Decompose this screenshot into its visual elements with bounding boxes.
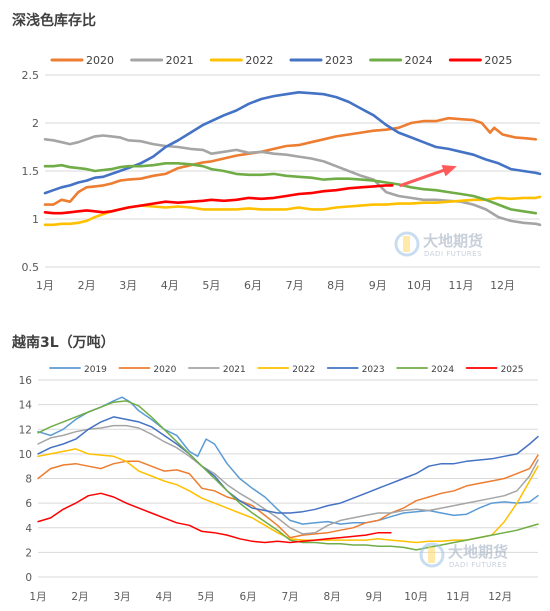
series-line-2024	[43, 162, 538, 215]
x-tick-label: 3月	[119, 279, 137, 292]
logo-ring-icon	[394, 231, 420, 257]
x-tick-label: 4月	[155, 591, 172, 603]
legend-label: 2022	[245, 54, 273, 67]
legend-label: 2024	[405, 54, 433, 67]
watermark-en: DADI FUTURES	[424, 250, 482, 258]
x-tick-label: 3月	[113, 591, 130, 603]
legend-label: 2023	[325, 54, 353, 67]
y-tick-label: 4	[25, 523, 32, 535]
legend-label: 2019	[84, 365, 107, 375]
x-tick-label: 11月	[446, 591, 470, 603]
y-tick-label: 2.5	[22, 69, 40, 82]
y-tick-label: 0	[25, 572, 32, 584]
series-line-2020	[37, 454, 539, 539]
x-tick-label: 8月	[324, 591, 341, 603]
x-tick-label: 8月	[327, 279, 345, 292]
legend-label: 2021	[166, 54, 194, 67]
x-tick-label: 10月	[407, 279, 432, 292]
y-tick-label: 1.5	[22, 165, 40, 178]
series-line-2025	[37, 492, 392, 544]
series-line-2020	[43, 116, 538, 206]
watermark-cn: 大地期货	[448, 543, 508, 561]
legend-label: 2025	[484, 54, 512, 67]
annotation-arrow-icon	[399, 165, 457, 187]
series-line-2023	[43, 91, 542, 195]
y-tick-label: 0.5	[22, 261, 40, 274]
chart-inventory-ratio-plot: 0.5 1 1.5 2 2.5 1月 2月 3月 4月 5月 6月 7月 8月 9月 10月 11月 12月 20…	[22, 54, 542, 292]
legend-label: 2025	[501, 365, 524, 375]
x-tick-label: 12月	[488, 591, 512, 603]
series-line-2023	[37, 416, 539, 514]
x-tick-label: 2月	[78, 279, 96, 292]
legend-label: 2023	[362, 365, 385, 375]
watermark-cn: 大地期货	[423, 232, 483, 250]
series-line-2021	[37, 424, 539, 535]
x-tick-label: 10月	[404, 591, 428, 603]
y-tick-label: 14	[19, 400, 33, 412]
legend-label: 2024	[431, 365, 454, 375]
series-line-2019	[37, 396, 539, 525]
x-tick-label: 9月	[366, 591, 383, 603]
x-tick-label: 9月	[369, 279, 387, 292]
y-tick-label: 10	[19, 449, 32, 461]
x-tick-label: 1月	[29, 591, 46, 603]
x-tick-label: 5月	[197, 591, 214, 603]
series-line-2022	[37, 448, 539, 544]
x-tick-label: 6月	[244, 279, 262, 292]
y-tick-label: 2	[25, 547, 32, 559]
x-tick-label: 4月	[161, 279, 179, 292]
y-tick-label: 8	[25, 474, 32, 486]
chart-title: 越南3L（万吨）	[12, 335, 115, 351]
x-tick-label: 6月	[239, 591, 256, 603]
logo-mark-icon	[428, 547, 435, 563]
series-line-2024	[37, 400, 539, 551]
x-tick-label: 12月	[490, 279, 515, 292]
logo-mark-icon	[403, 236, 410, 252]
series-line-2025	[43, 184, 394, 215]
x-tick-label: 7月	[282, 591, 299, 603]
chart-vietnam-3l: 越南3L（万吨） 0 2 4 6 8 10 12 14 16 1月 2月 3月 4月 5月 6月 7月 8月 9月…	[0, 325, 550, 611]
legend-label: 2021	[223, 365, 246, 375]
x-tick-label: 5月	[202, 279, 220, 292]
x-tick-label: 11月	[448, 279, 473, 292]
y-tick-label: 1	[32, 213, 39, 226]
x-tick-label: 2月	[71, 591, 88, 603]
logo-ring-icon	[419, 542, 445, 568]
y-tick-label: 12	[19, 424, 32, 436]
watermark-en: DADI FUTURES	[449, 561, 507, 569]
x-tick-label: 7月	[286, 279, 304, 292]
x-tick-label: 1月	[36, 279, 54, 292]
y-tick-label: 16	[19, 375, 33, 387]
y-tick-label: 6	[25, 498, 32, 510]
chart-vietnam-3l-plot: 0 2 4 6 8 10 12 14 16 1月 2月 3月 4月 5月 6月 7月 8月 9月 10月 11月 12月…	[19, 365, 539, 603]
legend-label: 2020	[153, 365, 176, 375]
y-tick-label: 2	[32, 117, 39, 130]
legend-label: 2022	[292, 365, 315, 375]
chart-inventory-ratio: 深浅色库存比 0.5 1 1.5 2 2.5 1月 2月 3月 4月 5月 6月 7月 8月 9月 10月 1…	[0, 0, 550, 300]
chart-title: 深浅色库存比	[12, 13, 96, 29]
legend-label: 2020	[86, 54, 114, 67]
